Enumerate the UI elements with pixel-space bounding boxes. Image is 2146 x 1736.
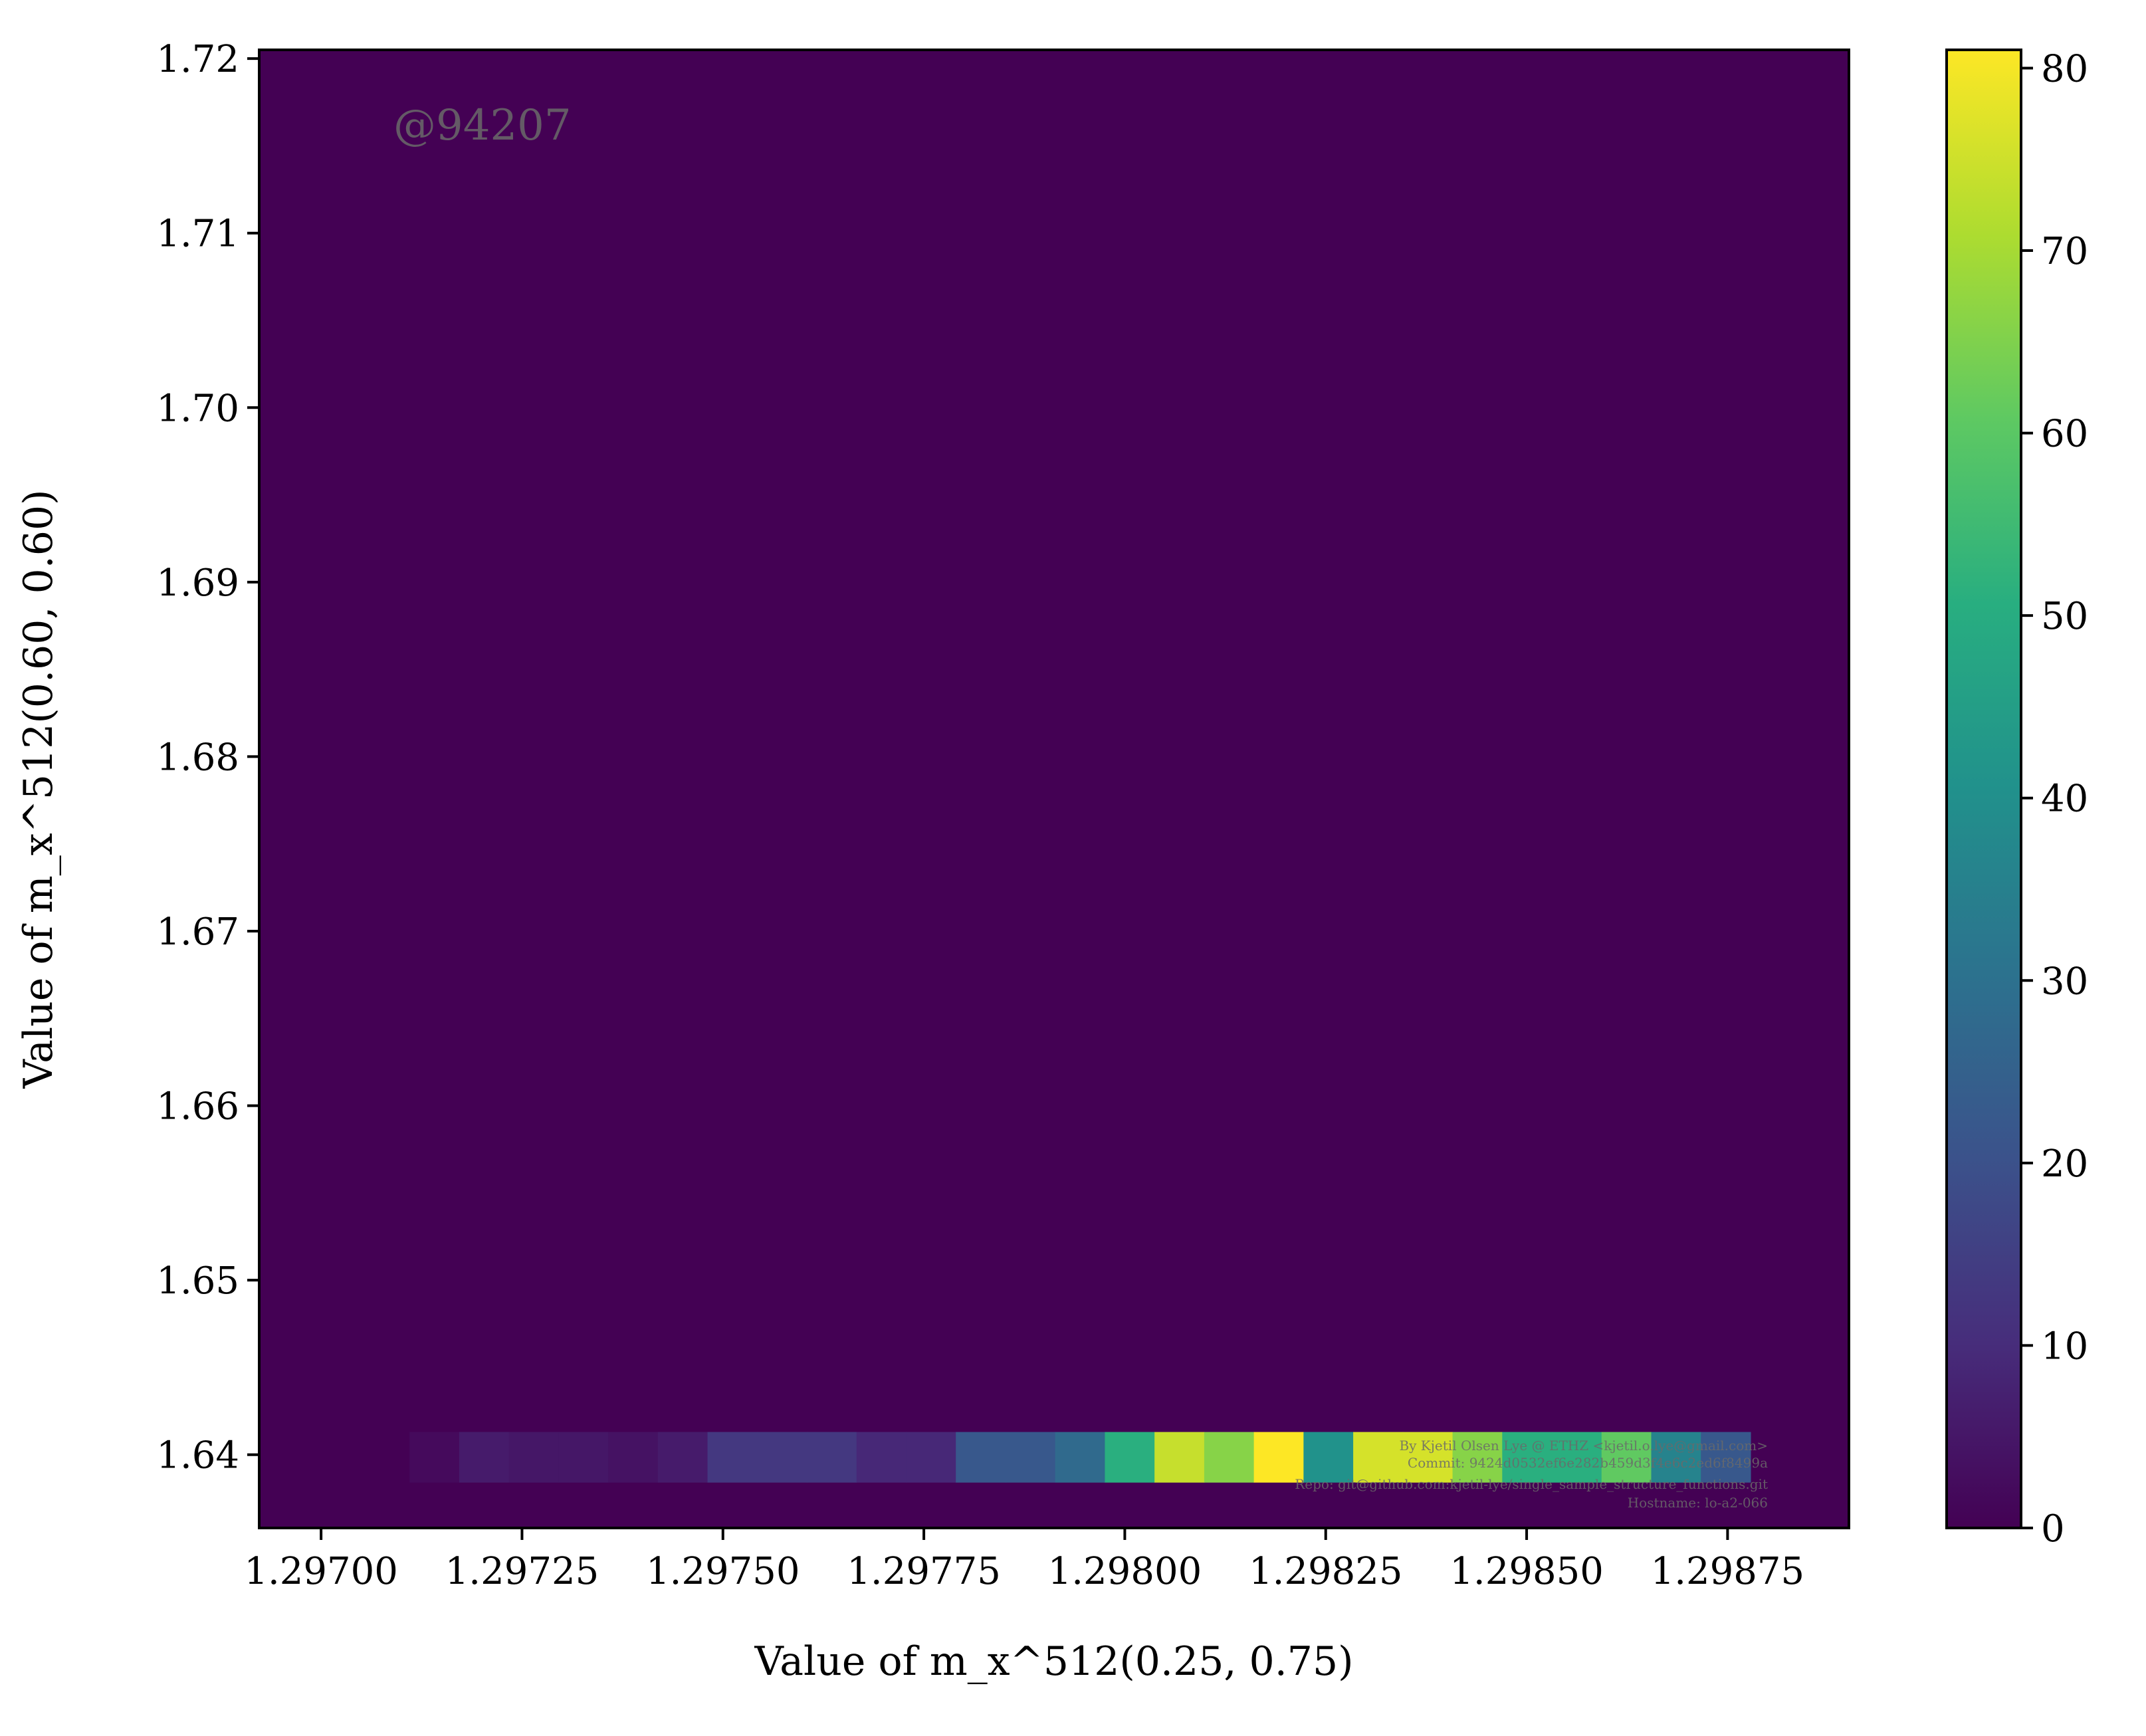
heatmap-cell — [1601, 1432, 1652, 1483]
heatmap-cell — [1105, 1432, 1155, 1483]
heatmap-cell — [409, 1432, 460, 1483]
heatmap-cell — [856, 1432, 907, 1483]
heatmap-background — [259, 50, 1849, 1528]
x-tick-label: 1.29875 — [1651, 1550, 1805, 1593]
heatmap-cell — [1154, 1432, 1205, 1483]
heatmap-cell — [906, 1432, 956, 1483]
credit-line: Commit: 9424d0532ef6e282b459d3f4e6c2ed6f… — [1408, 1455, 1768, 1471]
colorbar-tick-label: 20 — [2041, 1142, 2088, 1186]
x-tick-label: 1.29850 — [1449, 1550, 1604, 1593]
heatmap-cell — [1452, 1432, 1503, 1483]
heatmap-cells — [409, 1432, 1751, 1483]
heatmap-cell — [459, 1432, 510, 1483]
heatmap-cell — [608, 1432, 659, 1483]
credit-line: By Kjetil Olsen Lye @ ETHZ <kjetil.o.lye… — [1399, 1438, 1768, 1454]
y-tick-label: 1.65 — [156, 1259, 239, 1303]
y-tick-label: 1.66 — [156, 1085, 239, 1129]
colorbar-tick-label: 70 — [2041, 230, 2088, 273]
heatmap-cell — [807, 1432, 857, 1483]
colorbar-tick-label: 40 — [2041, 778, 2088, 821]
heatmap-cell — [1204, 1432, 1255, 1483]
y-tick-label: 1.70 — [156, 387, 239, 430]
heatmap-cell — [1055, 1432, 1106, 1483]
heatmap-cell — [508, 1432, 559, 1483]
credit-line: Hostname: lo-a2-066 — [1628, 1495, 1768, 1511]
y-tick-label: 1.71 — [156, 213, 239, 256]
y-tick-label: 1.69 — [156, 562, 239, 605]
heatmap-cell — [1353, 1432, 1404, 1483]
heatmap-cell — [1502, 1432, 1553, 1483]
heatmap-cell — [558, 1432, 609, 1483]
heatmap-cell — [1253, 1432, 1304, 1483]
heatmap-cell — [1005, 1432, 1056, 1483]
heatmap-cell — [657, 1432, 708, 1483]
colorbar-tick-label: 30 — [2041, 960, 2088, 1003]
y-tick-label: 1.67 — [156, 911, 239, 954]
colorbar-gradient — [1947, 50, 2021, 1528]
heatmap-cell — [707, 1432, 758, 1483]
colorbar-tick-label: 50 — [2041, 595, 2088, 638]
heatmap-cell — [956, 1432, 1006, 1483]
plot-frame — [258, 49, 1850, 1529]
run-id-watermark: @94207 — [393, 101, 572, 150]
y-tick-label: 1.64 — [156, 1434, 239, 1477]
y-axis-label: Value of m_x^512(0.60, 0.60) — [15, 489, 62, 1089]
x-axis: 1.29700 1.29725 1.29750 1.29775 1.29800 1.298… — [244, 1528, 1804, 1593]
colorbar-tick-label: 0 — [2041, 1507, 2065, 1551]
x-tick-label: 1.29800 — [1048, 1550, 1202, 1593]
x-axis-label: Value of m_x^512(0.25, 0.75) — [754, 1638, 1353, 1685]
heatmap-cell — [1701, 1432, 1751, 1483]
x-tick-label: 1.29825 — [1249, 1550, 1403, 1593]
colorbar-ticks: 0 10 20 30 40 50 60 70 80 — [2021, 47, 2088, 1551]
heatmap-cell — [1651, 1432, 1701, 1483]
colorbar-tick-label: 60 — [2041, 413, 2088, 456]
x-tick-label: 1.29725 — [445, 1550, 599, 1593]
y-tick-label: 1.68 — [156, 736, 239, 779]
y-tick-label: 1.72 — [156, 38, 239, 81]
heatmap-cell — [1402, 1432, 1453, 1483]
y-axis: 1.64 1.65 1.66 1.67 1.68 1.69 1.70 1.71 1.72 — [156, 38, 259, 1477]
plot-area: @94207 By Kjetil Olsen Lye @ ETHZ <kjeti… — [258, 49, 1850, 1529]
colorbar-frame — [1945, 49, 2022, 1529]
x-tick-label: 1.29700 — [244, 1550, 398, 1593]
heatmap-cell — [1303, 1432, 1354, 1483]
x-tick-label: 1.29775 — [847, 1550, 1001, 1593]
credit-line: Repo: git@github.com:kjetil-lye/single_s… — [1295, 1476, 1768, 1492]
heatmap-cell — [757, 1432, 807, 1483]
heatmap-cell — [1552, 1432, 1602, 1483]
colorbar-tick-label: 10 — [2041, 1325, 2088, 1368]
credit-watermark: By Kjetil Olsen Lye @ ETHZ <kjetil.o.lye… — [1295, 1438, 1768, 1511]
colorbar: 0 10 20 30 40 50 60 70 80 — [1945, 47, 2088, 1551]
colorbar-tick-label: 80 — [2041, 47, 2088, 90]
x-tick-label: 1.29750 — [646, 1550, 800, 1593]
